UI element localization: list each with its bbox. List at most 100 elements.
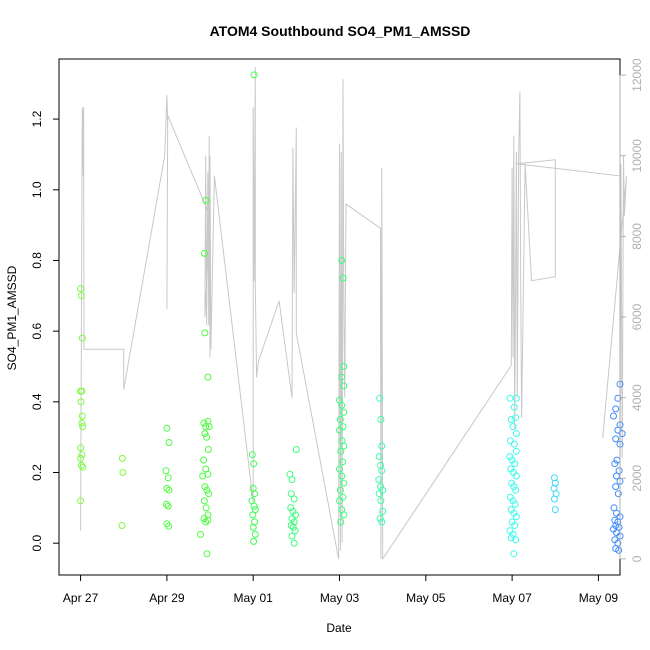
- data-point: [510, 440, 518, 448]
- data-point: [512, 536, 520, 544]
- y2-tick-label: 4000: [630, 384, 644, 411]
- data-point: [618, 430, 626, 438]
- data-point: [202, 518, 210, 526]
- data-point: [77, 454, 85, 462]
- data-point: [248, 451, 256, 459]
- data-point: [78, 419, 86, 427]
- data-point: [375, 453, 383, 461]
- data-point: [340, 442, 348, 450]
- chart-title: ATOM4 Southbound SO4_PM1_AMSSD: [210, 23, 471, 39]
- y-tick-label: 0.0: [30, 535, 44, 552]
- data-point: [612, 522, 620, 529]
- data-point: [507, 416, 515, 423]
- data-point: [204, 446, 212, 453]
- data-point: [77, 285, 85, 293]
- data-point: [377, 497, 385, 505]
- data-point: [288, 532, 296, 540]
- data-point: [510, 403, 518, 411]
- data-point: [290, 539, 298, 547]
- data-point: [510, 550, 518, 558]
- data-point: [375, 490, 383, 498]
- data-point: [612, 405, 620, 413]
- y2-tick-label: 0: [630, 555, 644, 562]
- data-point: [291, 527, 299, 535]
- data-point: [338, 257, 346, 264]
- data-point: [338, 401, 346, 409]
- data-point: [376, 515, 384, 522]
- data-point: [163, 484, 171, 492]
- data-point: [509, 423, 517, 431]
- y2-tick-label: 2000: [630, 465, 644, 492]
- x-tick-label: Apr 27: [63, 591, 99, 605]
- data-point: [508, 479, 516, 487]
- y2-tick-label: 8000: [630, 223, 644, 250]
- data-point: [512, 430, 520, 438]
- data-point: [511, 500, 519, 508]
- data-point: [203, 550, 211, 558]
- data-point: [202, 504, 210, 512]
- y-tick-label: 0.4: [30, 393, 44, 410]
- data-point: [292, 446, 300, 453]
- data-point: [200, 515, 208, 522]
- data-point: [165, 522, 173, 530]
- data-point: [201, 430, 209, 438]
- x-tick-label: May 03: [320, 591, 360, 605]
- data-point: [205, 423, 213, 431]
- data-point: [512, 447, 520, 455]
- data-point: [78, 412, 86, 420]
- data-point: [118, 454, 126, 462]
- altitude-line: [80, 67, 627, 561]
- data-point: [551, 506, 559, 514]
- y-tick-label: 0.8: [30, 252, 44, 269]
- data-point: [339, 493, 347, 501]
- data-point: [339, 458, 346, 466]
- data-point: [205, 490, 213, 498]
- data-point: [379, 486, 387, 494]
- data-point: [288, 476, 296, 484]
- y2-tick-label: 6000: [630, 303, 644, 330]
- data-point: [204, 511, 212, 519]
- data-point: [337, 447, 345, 455]
- data-point: [339, 423, 347, 431]
- y2-tick-label: 12000: [630, 58, 644, 92]
- data-point: [165, 439, 173, 446]
- data-point: [336, 426, 343, 434]
- data-point: [612, 483, 620, 491]
- data-point: [119, 469, 127, 476]
- data-point: [78, 334, 86, 342]
- x-tick-label: May 09: [579, 591, 619, 605]
- data-point: [506, 437, 514, 445]
- y2-tick-label: 10000: [630, 139, 644, 173]
- data-point: [611, 460, 619, 468]
- data-point: [199, 472, 207, 480]
- y-tick-label: 0.6: [30, 322, 44, 339]
- data-point: [509, 497, 517, 505]
- data-point: [378, 518, 386, 526]
- data-point: [204, 373, 212, 381]
- data-point: [77, 292, 85, 300]
- data-point: [290, 495, 298, 503]
- x-axis: Apr 27 Apr 29 May 01 May 03 May 05 May 07 May …: [63, 574, 619, 605]
- data-point: [162, 467, 170, 475]
- data-point: [550, 495, 558, 503]
- data-point: [77, 444, 85, 452]
- data-point: [287, 504, 295, 512]
- data-point: [511, 460, 519, 468]
- data-point: [376, 394, 384, 402]
- data-point: [507, 534, 515, 542]
- data-point: [292, 511, 299, 519]
- data-point: [79, 423, 87, 431]
- x-tick-label: May 05: [406, 591, 446, 605]
- data-point: [340, 511, 348, 519]
- data-point: [78, 451, 86, 459]
- data-point: [118, 522, 126, 529]
- data-point: [203, 433, 211, 441]
- series-layer: [77, 67, 627, 561]
- data-point: [378, 442, 386, 450]
- data-point: [249, 511, 257, 519]
- data-point: [251, 490, 258, 498]
- data-point: [511, 522, 519, 529]
- data-point: [250, 537, 258, 545]
- data-point: [197, 530, 204, 538]
